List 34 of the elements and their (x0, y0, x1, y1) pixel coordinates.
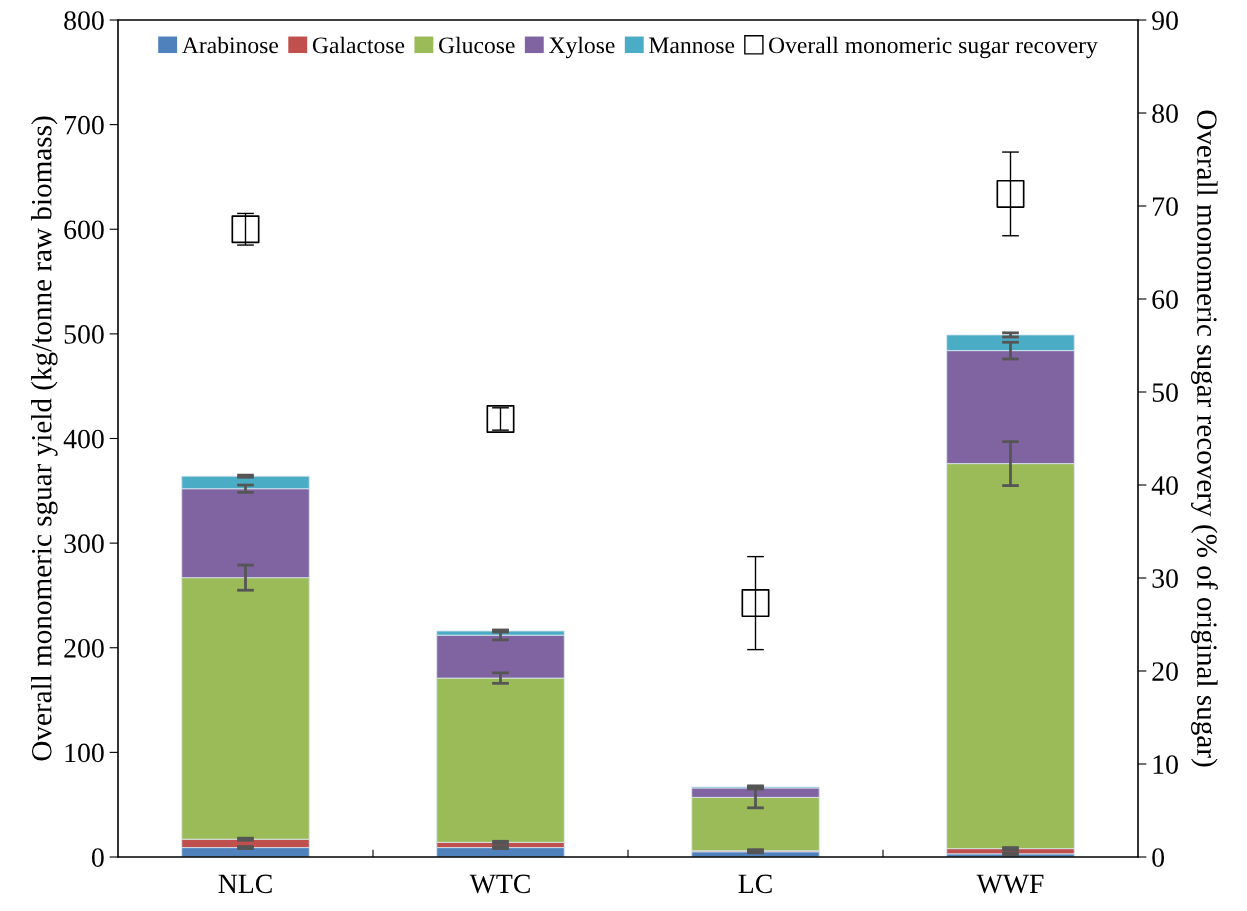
y-tick-label: 400 (63, 429, 104, 449)
y-tick-label: 200 (64, 638, 104, 658)
y2-axis-title: Overall monomeric sugar recovery (% of original sugar) (1191, 110, 1218, 767)
y-tick-label: 600 (64, 220, 104, 240)
y2-tick-label: 20 (1152, 662, 1178, 681)
y-tick-label: 700 (64, 115, 104, 135)
y-tick-label: 100 (65, 743, 104, 763)
x-tick-label: WTC (469, 874, 530, 894)
x-tick-label: WWF (976, 874, 1044, 894)
y2-tick-label: 50 (1152, 383, 1178, 402)
y-tick-label: 300 (64, 534, 104, 554)
y-tick-label: 0 (91, 848, 104, 867)
legend-label: Mannose (649, 37, 735, 54)
y2-tick-label: 30 (1152, 569, 1178, 588)
y-tick-label: 500 (64, 325, 104, 344)
y2-tick-label: 80 (1152, 104, 1178, 123)
legend-label: Xylose (548, 36, 615, 59)
y2-tick-label: 10 (1153, 755, 1178, 774)
y2-tick-label: 40 (1151, 476, 1178, 495)
legend-label: Arabinose (182, 36, 279, 54)
x-tick-label: LC (738, 874, 772, 894)
legend-label: Glucose (439, 36, 515, 54)
x-tick-label: NLC (218, 874, 272, 894)
legend-label: Overall monomeric sugar recovery (769, 36, 1098, 59)
legend-label: Galactose (312, 36, 405, 54)
y-tick-label: 800 (64, 11, 104, 30)
y2-tick-label: 70 (1153, 197, 1178, 216)
y-axis-title: Overall monomeric sguar yield (kg/tonne raw biomass) (31, 116, 58, 761)
y2-tick-label: 0 (1152, 848, 1165, 867)
point (996, 179, 1025, 208)
point (231, 215, 260, 244)
y2-tick-label: 60 (1152, 290, 1178, 309)
y2-tick-label: 90 (1152, 11, 1178, 30)
point (741, 589, 770, 618)
